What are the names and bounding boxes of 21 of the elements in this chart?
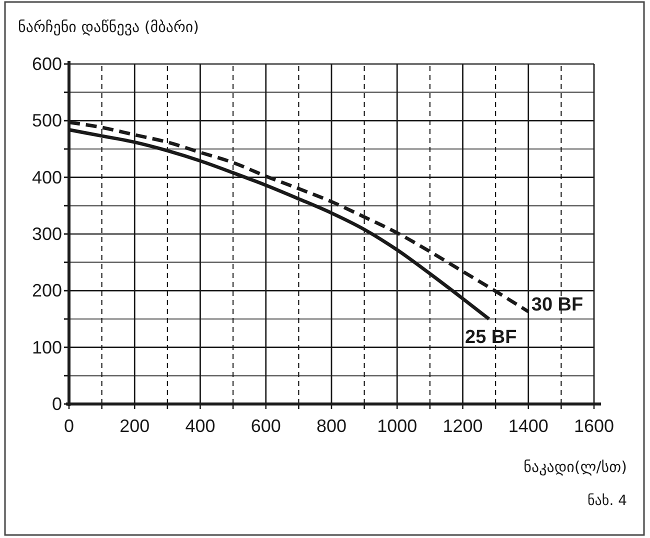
y-tick-label: 600 xyxy=(32,54,62,74)
x-tick-label: 0 xyxy=(64,416,74,436)
y-axis-title: ნარჩენი დაწნევა (მბარი) xyxy=(18,18,200,36)
y-tick-label: 200 xyxy=(32,280,62,301)
y-tick-label: 100 xyxy=(32,337,62,358)
x-tick-label: 400 xyxy=(185,416,216,436)
y-tick-label: 300 xyxy=(32,224,62,244)
x-tick-label: 1000 xyxy=(377,416,418,436)
y-tick-label: 500 xyxy=(32,110,62,131)
x-tick-label: 800 xyxy=(316,416,347,436)
y-tick-label: 400 xyxy=(32,167,62,188)
text: ნახ. 4 xyxy=(587,493,628,509)
y-tick-label: 0 xyxy=(52,394,62,414)
x-tick-label: 1600 xyxy=(574,416,614,436)
x-axis-title: ნაკადი(ლ/სთ) xyxy=(524,458,627,476)
x-tick-label: 600 xyxy=(250,416,281,436)
x-tick-label: 1200 xyxy=(442,416,483,436)
x-tick-label: 200 xyxy=(120,416,150,436)
series-label: 30 BF xyxy=(531,294,584,316)
series-label: 25 BF xyxy=(465,327,517,348)
x-tick-label: 1400 xyxy=(508,416,548,436)
